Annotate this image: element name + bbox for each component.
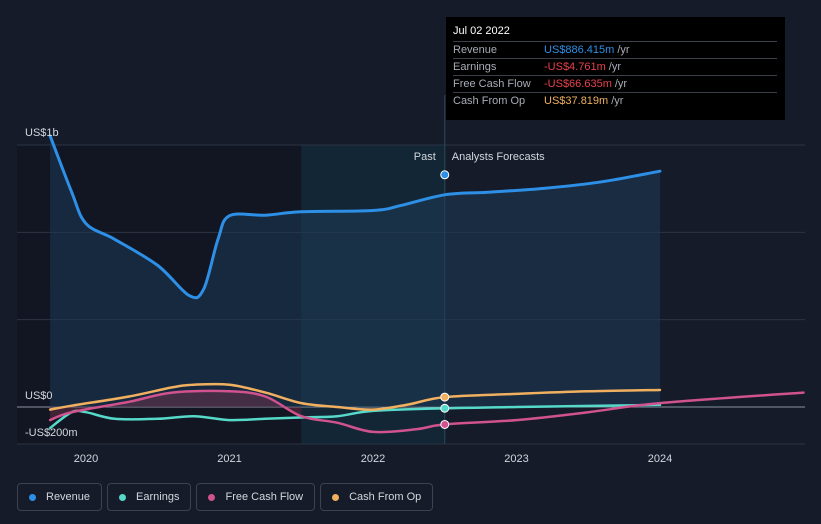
chart-legend: Revenue Earnings Free Cash Flow Cash Fro… [17,483,434,511]
x-tick-2024: 2024 [648,453,672,465]
legend-label: Earnings [136,491,180,503]
tooltip-unit: /yr [611,95,624,107]
marker-cash-from-op [440,392,450,402]
x-tick-2022: 2022 [361,453,385,465]
tooltip-value: US$886.415m [544,44,615,56]
legend-dot-icon [119,493,127,501]
region-label-forecast: Analysts Forecasts [452,151,545,163]
legend-item-cash-from-op[interactable]: Cash From Op [320,483,434,511]
marker-revenue [440,170,450,180]
legend-item-free-cash-flow[interactable]: Free Cash Flow [196,483,316,511]
legend-item-revenue[interactable]: Revenue [17,483,103,511]
y-axis-label-top: US$1b [25,127,59,139]
series-line-earnings [48,403,662,430]
tooltip-value: -US$4.761m [544,61,606,73]
hover-tooltip: Jul 02 2022 Revenue US$886.415m /yr Earn… [446,17,785,120]
marker-free-cash-flow [440,419,450,429]
tooltip-row-earnings: Earnings -US$4.761m /yr [453,58,777,75]
tooltip-unit: /yr [608,61,621,73]
tooltip-label: Cash From Op [453,95,526,107]
revenue-area [50,135,661,408]
tooltip-value: -US$66.635m [544,78,612,90]
legend-label: Free Cash Flow [225,491,304,503]
tooltip-row-cfo: Cash From Op US$37.819m /yr [453,92,777,109]
x-tick-2020: 2020 [74,453,98,465]
series-line-free-cash-flow [48,389,805,434]
legend-dot-icon [29,493,36,501]
tooltip-unit: /yr [614,78,628,90]
legend-dot-icon [208,493,216,501]
tooltip-label: Revenue [453,44,498,56]
y-axis-label-bottom: -US$200m [25,427,78,439]
x-tick-2021: 2021 [217,453,241,465]
tooltip-label: Free Cash Flow [453,78,531,90]
fcf-area [50,390,302,421]
tooltip-row-fcf: Free Cash Flow -US$66.635m /yr [453,75,777,92]
tooltip-unit: /yr [617,44,630,56]
x-tick-2023: 2023 [504,453,528,465]
tooltip-row-revenue: Revenue US$886.415m /yr [453,41,777,58]
y-axis-label-zero: US$0 [25,390,53,402]
legend-dot-icon [332,493,340,501]
marker-earnings [440,403,450,413]
legend-label: Cash From Op [349,491,422,503]
series-line-revenue [48,134,662,300]
series-line-cash-from-op [48,382,662,411]
legend-item-earnings[interactable]: Earnings [107,483,192,511]
region-label-past: Past [414,151,436,163]
legend-label: Revenue [46,491,91,503]
tooltip-value: US$37.819m [544,95,609,107]
tooltip-date: Jul 02 2022 [453,25,510,37]
tooltip-label: Earnings [453,61,497,73]
